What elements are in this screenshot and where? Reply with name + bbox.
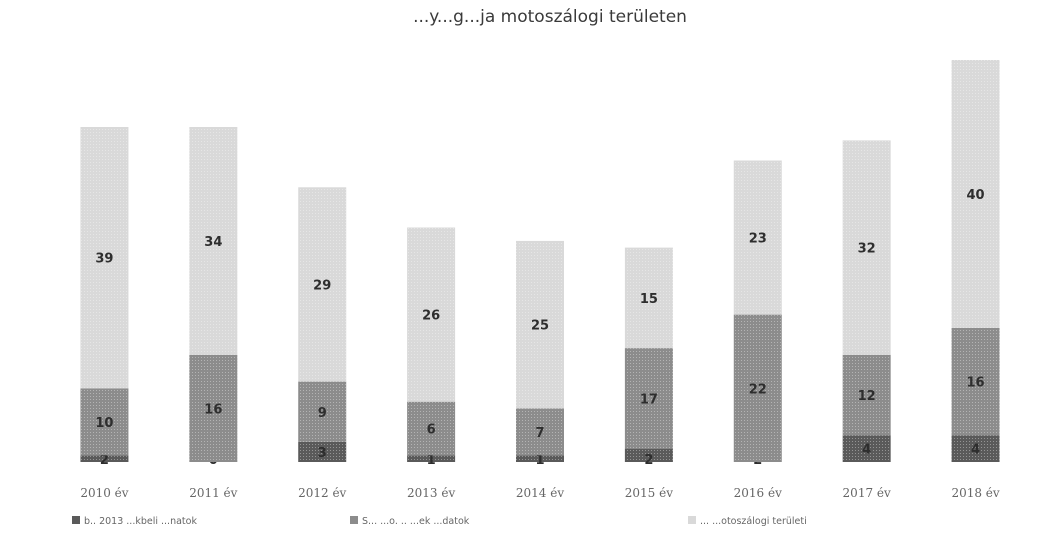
x-tick-label: 2014 év (516, 486, 564, 500)
bar-texture (298, 381, 347, 442)
legend-swatch (688, 516, 696, 524)
data-label: 16 (967, 376, 985, 391)
bar-texture (951, 435, 1000, 462)
x-tick-label: 2011 év (189, 486, 237, 500)
bar-texture (189, 354, 238, 462)
x-tick-label: 2010 év (80, 486, 128, 500)
x-tick-label: 2012 év (298, 486, 346, 500)
x-tick-label: 2018 év (951, 486, 999, 500)
bar-texture (516, 455, 564, 462)
data-label: 34 (204, 235, 222, 250)
data-label: 1 (535, 453, 544, 468)
legend-label: S... ...o. .. ...ek ...datok (362, 516, 470, 527)
x-tick-label: 2015 év (625, 486, 673, 500)
data-label: 23 (749, 232, 767, 247)
legend-label: ... ...otoszálogi területi (700, 516, 807, 527)
data-label: 12 (858, 389, 876, 404)
legend-swatch (350, 516, 358, 524)
data-label: 10 (95, 416, 113, 431)
bar-texture (842, 435, 891, 462)
x-tick-label: 2017 év (843, 486, 891, 500)
bar-texture (407, 227, 456, 402)
data-label: 26 (422, 309, 440, 324)
x-tick-label: 2013 év (407, 486, 455, 500)
data-label: 2 (100, 453, 109, 468)
bar-texture (80, 455, 129, 462)
data-label: 1 (427, 453, 436, 468)
bars-group: 2103901634392916261725217152222341232416… (80, 60, 1000, 468)
data-label: 16 (204, 402, 222, 417)
legend-swatch (72, 516, 80, 524)
data-label: 39 (95, 252, 113, 267)
bar-texture (80, 388, 129, 456)
bar-texture (298, 187, 347, 382)
bar-texture (516, 408, 564, 456)
data-label: 40 (967, 188, 985, 203)
bar-texture (624, 448, 673, 462)
data-label: 9 (318, 406, 327, 421)
data-label: 25 (531, 319, 549, 334)
data-label: 4 (971, 443, 980, 458)
bar-texture (951, 60, 1000, 328)
data-label: 2 (644, 453, 653, 468)
bar-texture (80, 127, 129, 389)
bar-texture (624, 247, 673, 349)
data-label: 7 (535, 426, 544, 441)
bar-texture (842, 354, 891, 436)
bar-texture (733, 314, 782, 462)
bar-texture (624, 348, 673, 449)
chart-title: ...y...g...ja motoszálogi területen (413, 7, 687, 27)
bar-texture (516, 240, 564, 409)
data-label: 6 (427, 423, 436, 438)
data-label: 29 (313, 278, 331, 293)
bar-texture (407, 401, 456, 456)
data-label: 32 (858, 242, 876, 257)
legend: b.. 2013 ...kbeli ...natok S... ...o. .. … (72, 516, 807, 527)
bar-texture (951, 328, 1000, 436)
bar-texture (189, 127, 238, 355)
bar-texture (733, 160, 782, 315)
data-label: 17 (640, 392, 658, 407)
legend-label: b.. 2013 ...kbeli ...natok (84, 516, 197, 527)
data-label: 3 (318, 446, 327, 461)
bar-texture (298, 441, 347, 462)
x-axis-labels: 2010 év 2011 év 2012 év 2013 év 2014 év 2015 … (80, 486, 1000, 500)
bar-texture (407, 455, 456, 462)
data-label: 4 (862, 443, 871, 458)
data-label: 22 (749, 382, 767, 397)
x-tick-label: 2016 év (734, 486, 782, 500)
bar-texture (842, 140, 891, 355)
data-label: 15 (640, 292, 658, 307)
